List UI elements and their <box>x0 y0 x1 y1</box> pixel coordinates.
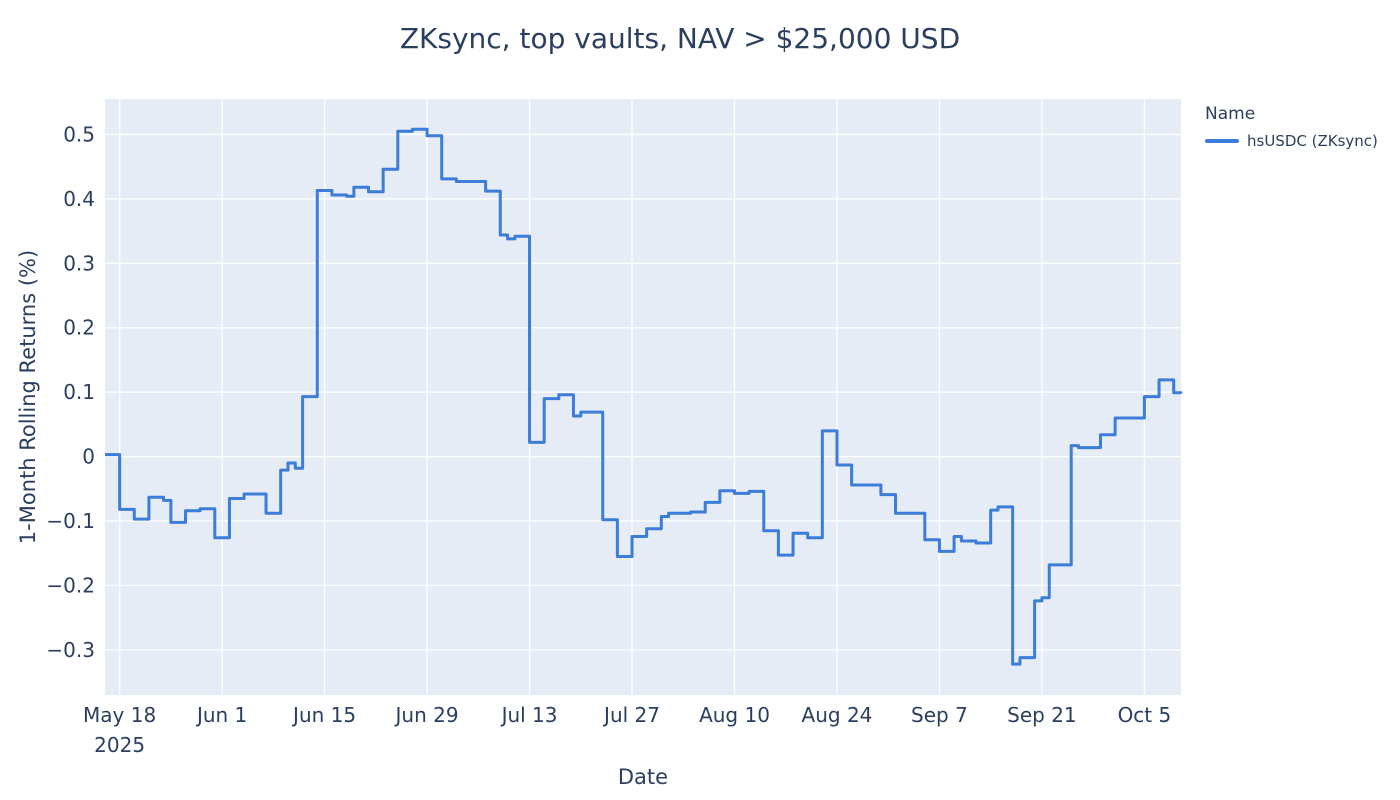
y-tick-label: 0.1 <box>63 380 95 404</box>
x-tick-label: Jun 29 <box>394 703 459 727</box>
x-tick-label: Aug 10 <box>699 703 770 727</box>
legend-title: Name <box>1205 104 1256 124</box>
legend-item-hsusdc-zksync[interactable]: hsUSDC (ZKsync) <box>1205 132 1378 150</box>
x-tick-label: May 18 <box>83 703 156 727</box>
x-tick-sublabel: 2025 <box>94 733 145 757</box>
y-tick-label: −0.1 <box>46 509 95 533</box>
plot-background <box>105 99 1181 695</box>
legend: Name hsUSDC (ZKsync) <box>1205 104 1378 150</box>
chart-title: ZKsync, top vaults, NAV > $25,000 USD <box>399 22 961 55</box>
y-tick-label: 0 <box>82 445 95 469</box>
x-tick-label: Jun 1 <box>195 703 247 727</box>
x-tick-label: Aug 24 <box>802 703 873 727</box>
x-tick-label: Jul 27 <box>602 703 660 727</box>
x-tick-label: Sep 21 <box>1007 703 1077 727</box>
x-tick-label: Sep 7 <box>911 703 968 727</box>
x-tick-label: Jun 15 <box>291 703 356 727</box>
x-tick-label: Jul 13 <box>500 703 558 727</box>
legend-item-label: hsUSDC (ZKsync) <box>1247 132 1378 150</box>
y-tick-label: 0.5 <box>63 122 95 146</box>
series-line-hsusdc-zksync- <box>105 127 1183 666</box>
x-axis-title: Date <box>617 765 669 789</box>
y-tick-label: 0.3 <box>63 251 95 275</box>
legend-line-swatch-icon <box>1205 139 1239 143</box>
y-tick-label: 0.4 <box>63 187 95 211</box>
y-tick-label: 0.2 <box>63 316 95 340</box>
y-tick-label: −0.3 <box>46 638 95 662</box>
y-tick-label: −0.2 <box>46 573 95 597</box>
x-tick-label: Oct 5 <box>1118 703 1172 727</box>
